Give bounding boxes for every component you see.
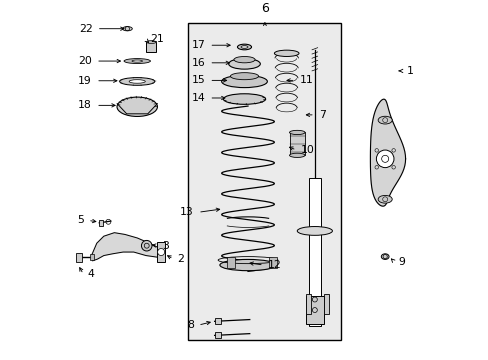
Polygon shape xyxy=(91,233,163,261)
Polygon shape xyxy=(369,99,405,206)
Bar xyxy=(305,296,323,324)
Circle shape xyxy=(376,150,393,168)
Bar xyxy=(90,255,94,260)
Text: 9: 9 xyxy=(397,257,404,266)
Text: 7: 7 xyxy=(318,110,325,120)
Ellipse shape xyxy=(377,116,391,124)
Ellipse shape xyxy=(297,226,332,235)
Ellipse shape xyxy=(381,254,388,260)
Text: 6: 6 xyxy=(261,2,268,15)
Text: 21: 21 xyxy=(150,33,163,44)
Text: 14: 14 xyxy=(191,93,204,103)
Ellipse shape xyxy=(120,78,155,85)
Bar xyxy=(214,332,221,338)
Ellipse shape xyxy=(146,41,156,44)
Text: 12: 12 xyxy=(267,260,281,270)
Bar xyxy=(99,220,103,226)
Text: 10: 10 xyxy=(300,145,314,155)
Bar xyxy=(289,132,305,155)
Text: 18: 18 xyxy=(78,100,92,111)
Ellipse shape xyxy=(221,75,267,87)
Text: 1: 1 xyxy=(406,66,412,76)
Ellipse shape xyxy=(237,44,251,50)
Ellipse shape xyxy=(132,60,142,62)
Bar xyxy=(188,23,341,340)
Text: 8: 8 xyxy=(186,320,193,330)
Bar xyxy=(308,178,321,326)
Ellipse shape xyxy=(230,73,258,80)
Bar xyxy=(323,294,328,314)
Bar xyxy=(76,253,82,261)
Bar xyxy=(146,42,156,52)
Text: 17: 17 xyxy=(191,40,204,50)
Bar xyxy=(157,242,165,262)
Text: 3: 3 xyxy=(162,241,168,251)
Ellipse shape xyxy=(228,59,260,69)
Ellipse shape xyxy=(117,97,157,116)
Text: 16: 16 xyxy=(191,58,204,68)
Ellipse shape xyxy=(289,130,305,135)
Text: 2: 2 xyxy=(177,254,184,264)
Text: 22: 22 xyxy=(79,24,92,34)
Bar xyxy=(226,257,234,268)
Ellipse shape xyxy=(122,27,132,31)
Ellipse shape xyxy=(233,57,255,63)
Bar xyxy=(268,257,276,268)
Bar xyxy=(305,294,311,314)
Ellipse shape xyxy=(274,50,298,57)
Ellipse shape xyxy=(377,195,391,203)
Circle shape xyxy=(141,240,152,251)
Ellipse shape xyxy=(289,153,305,157)
Text: 5: 5 xyxy=(77,215,83,225)
Text: 15: 15 xyxy=(191,75,204,85)
Text: 19: 19 xyxy=(78,76,92,86)
Text: 13: 13 xyxy=(180,207,193,217)
Text: 11: 11 xyxy=(299,75,313,85)
Ellipse shape xyxy=(223,94,265,104)
Text: 4: 4 xyxy=(87,269,94,279)
Text: 20: 20 xyxy=(78,56,92,66)
Ellipse shape xyxy=(124,59,150,63)
Ellipse shape xyxy=(129,80,145,83)
Bar xyxy=(214,318,221,324)
Circle shape xyxy=(157,248,164,256)
Ellipse shape xyxy=(220,260,276,271)
